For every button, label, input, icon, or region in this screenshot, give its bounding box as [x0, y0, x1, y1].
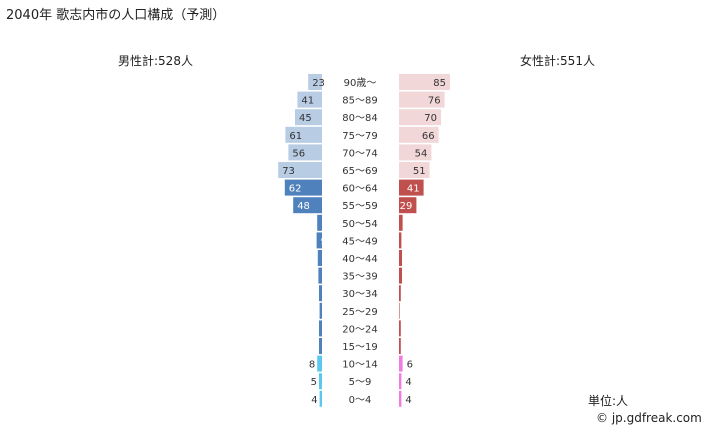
male-total-label: 男性計:528人	[118, 54, 193, 68]
male-value-label: 4	[311, 395, 317, 406]
female-value-label: 4	[405, 395, 411, 406]
male-value-label: 56	[292, 148, 305, 159]
female-bar	[399, 338, 401, 354]
age-group-label: 70～74	[342, 148, 377, 159]
age-group-label: 50～54	[342, 219, 377, 230]
female-value-label: 70	[424, 113, 437, 124]
female-value-label: 6	[407, 360, 413, 371]
male-bar	[319, 373, 322, 390]
female-total-label: 女性計:551人	[520, 54, 595, 68]
male-bar	[288, 144, 322, 161]
female-bar	[399, 162, 430, 178]
male-bar	[319, 338, 322, 354]
age-group-label: 60～64	[342, 184, 377, 195]
male-value-label: 5	[311, 377, 317, 388]
female-bar	[399, 91, 445, 108]
male-bar	[308, 74, 322, 90]
male-bar	[285, 126, 322, 143]
female-value-label: 29	[400, 201, 413, 212]
female-value-label: 76	[428, 96, 441, 107]
male-value-label: 41	[301, 96, 314, 107]
female-value-label: 51	[413, 166, 426, 177]
female-bar	[399, 373, 402, 390]
unit-label: 単位:人	[588, 394, 629, 408]
female-bar	[399, 144, 432, 161]
male-bar	[317, 355, 322, 372]
male-value-label: 62	[289, 184, 302, 195]
female-bar	[399, 390, 402, 407]
source-credit: © jp.gdfreak.com	[596, 411, 702, 425]
female-bar	[399, 267, 402, 284]
age-group-label: 85～89	[342, 96, 377, 107]
female-bar	[399, 126, 439, 143]
age-group-label: 65～69	[342, 166, 377, 177]
female-bar	[399, 285, 401, 302]
male-value-label: 23	[312, 78, 325, 89]
male-bar	[297, 91, 322, 108]
female-bar	[399, 179, 424, 196]
male-value-label: 45	[299, 113, 312, 124]
male-value-label: 48	[297, 201, 310, 212]
female-bar	[399, 197, 417, 214]
female-value-label: 4	[405, 377, 411, 388]
male-value-label: 8	[321, 219, 327, 230]
female-bar	[399, 232, 402, 249]
male-bar	[293, 197, 322, 214]
male-value-label: 8	[309, 360, 315, 371]
age-group-label: 90歳～	[344, 77, 377, 89]
male-bar	[319, 320, 322, 337]
male-bar	[295, 109, 322, 126]
male-bar	[284, 179, 322, 196]
female-value-label: 41	[407, 184, 420, 195]
age-group-label: 40～44	[342, 254, 377, 265]
age-group-label: 15～19	[342, 342, 377, 353]
age-group-label: 25～29	[342, 307, 377, 318]
male-bar	[317, 250, 322, 266]
female-bar	[399, 250, 402, 266]
female-bar	[399, 214, 403, 231]
male-bar	[317, 214, 322, 231]
age-group-label: 45～49	[342, 236, 377, 247]
male-value-label: 61	[289, 131, 302, 142]
female-bar	[399, 109, 441, 126]
age-group-label: 5～9	[349, 377, 372, 388]
female-bar	[399, 302, 400, 319]
age-group-label: 75～79	[342, 131, 377, 142]
female-bar	[399, 74, 450, 90]
male-value-label: 73	[282, 166, 295, 177]
male-bar	[278, 162, 322, 178]
male-bar	[319, 285, 322, 302]
age-group-label: 30～34	[342, 289, 377, 300]
male-bar	[316, 232, 322, 249]
female-bar	[399, 320, 401, 337]
age-group-label: 20～24	[342, 324, 377, 335]
age-group-label: 0～4	[349, 395, 372, 406]
female-value-label: 85	[433, 78, 446, 89]
female-bar	[399, 355, 403, 372]
female-value-label: 54	[415, 148, 428, 159]
male-bar	[318, 267, 322, 284]
female-value-label: 66	[422, 131, 435, 142]
male-bar	[319, 390, 322, 407]
age-group-label: 10～14	[342, 360, 377, 371]
age-group-label: 80～84	[342, 113, 377, 124]
age-group-label: 35～39	[342, 272, 377, 283]
male-value-label: 9	[321, 236, 327, 247]
chart-title: 2040年 歌志内市の人口構成（予測）	[6, 8, 226, 23]
male-bar	[319, 302, 322, 319]
age-group-label: 55～59	[342, 201, 377, 212]
